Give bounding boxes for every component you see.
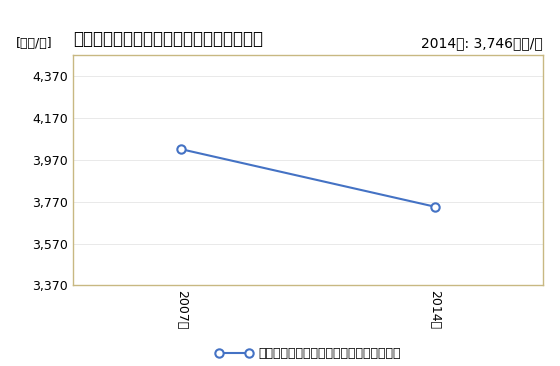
Legend: 卸売業の従業者一人当たり年間商品販売額: 卸売業の従業者一人当たり年間商品販売額 <box>210 343 406 366</box>
Text: [万円/人]: [万円/人] <box>16 37 53 50</box>
卸売業の従業者一人当たり年間商品販売額 <box>178 147 185 152</box>
Line: 卸売業の従業者一人当たり年間商品販売額: 卸売業の従業者一人当たり年間商品販売額 <box>177 145 439 211</box>
卸売業の従業者一人当たり年間商品販売額 <box>431 205 438 209</box>
Text: 2014年: 3,746万円/人: 2014年: 3,746万円/人 <box>422 36 543 50</box>
Text: 卸売業の従業者一人当たり年間商品販売額: 卸売業の従業者一人当たり年間商品販売額 <box>73 30 263 48</box>
